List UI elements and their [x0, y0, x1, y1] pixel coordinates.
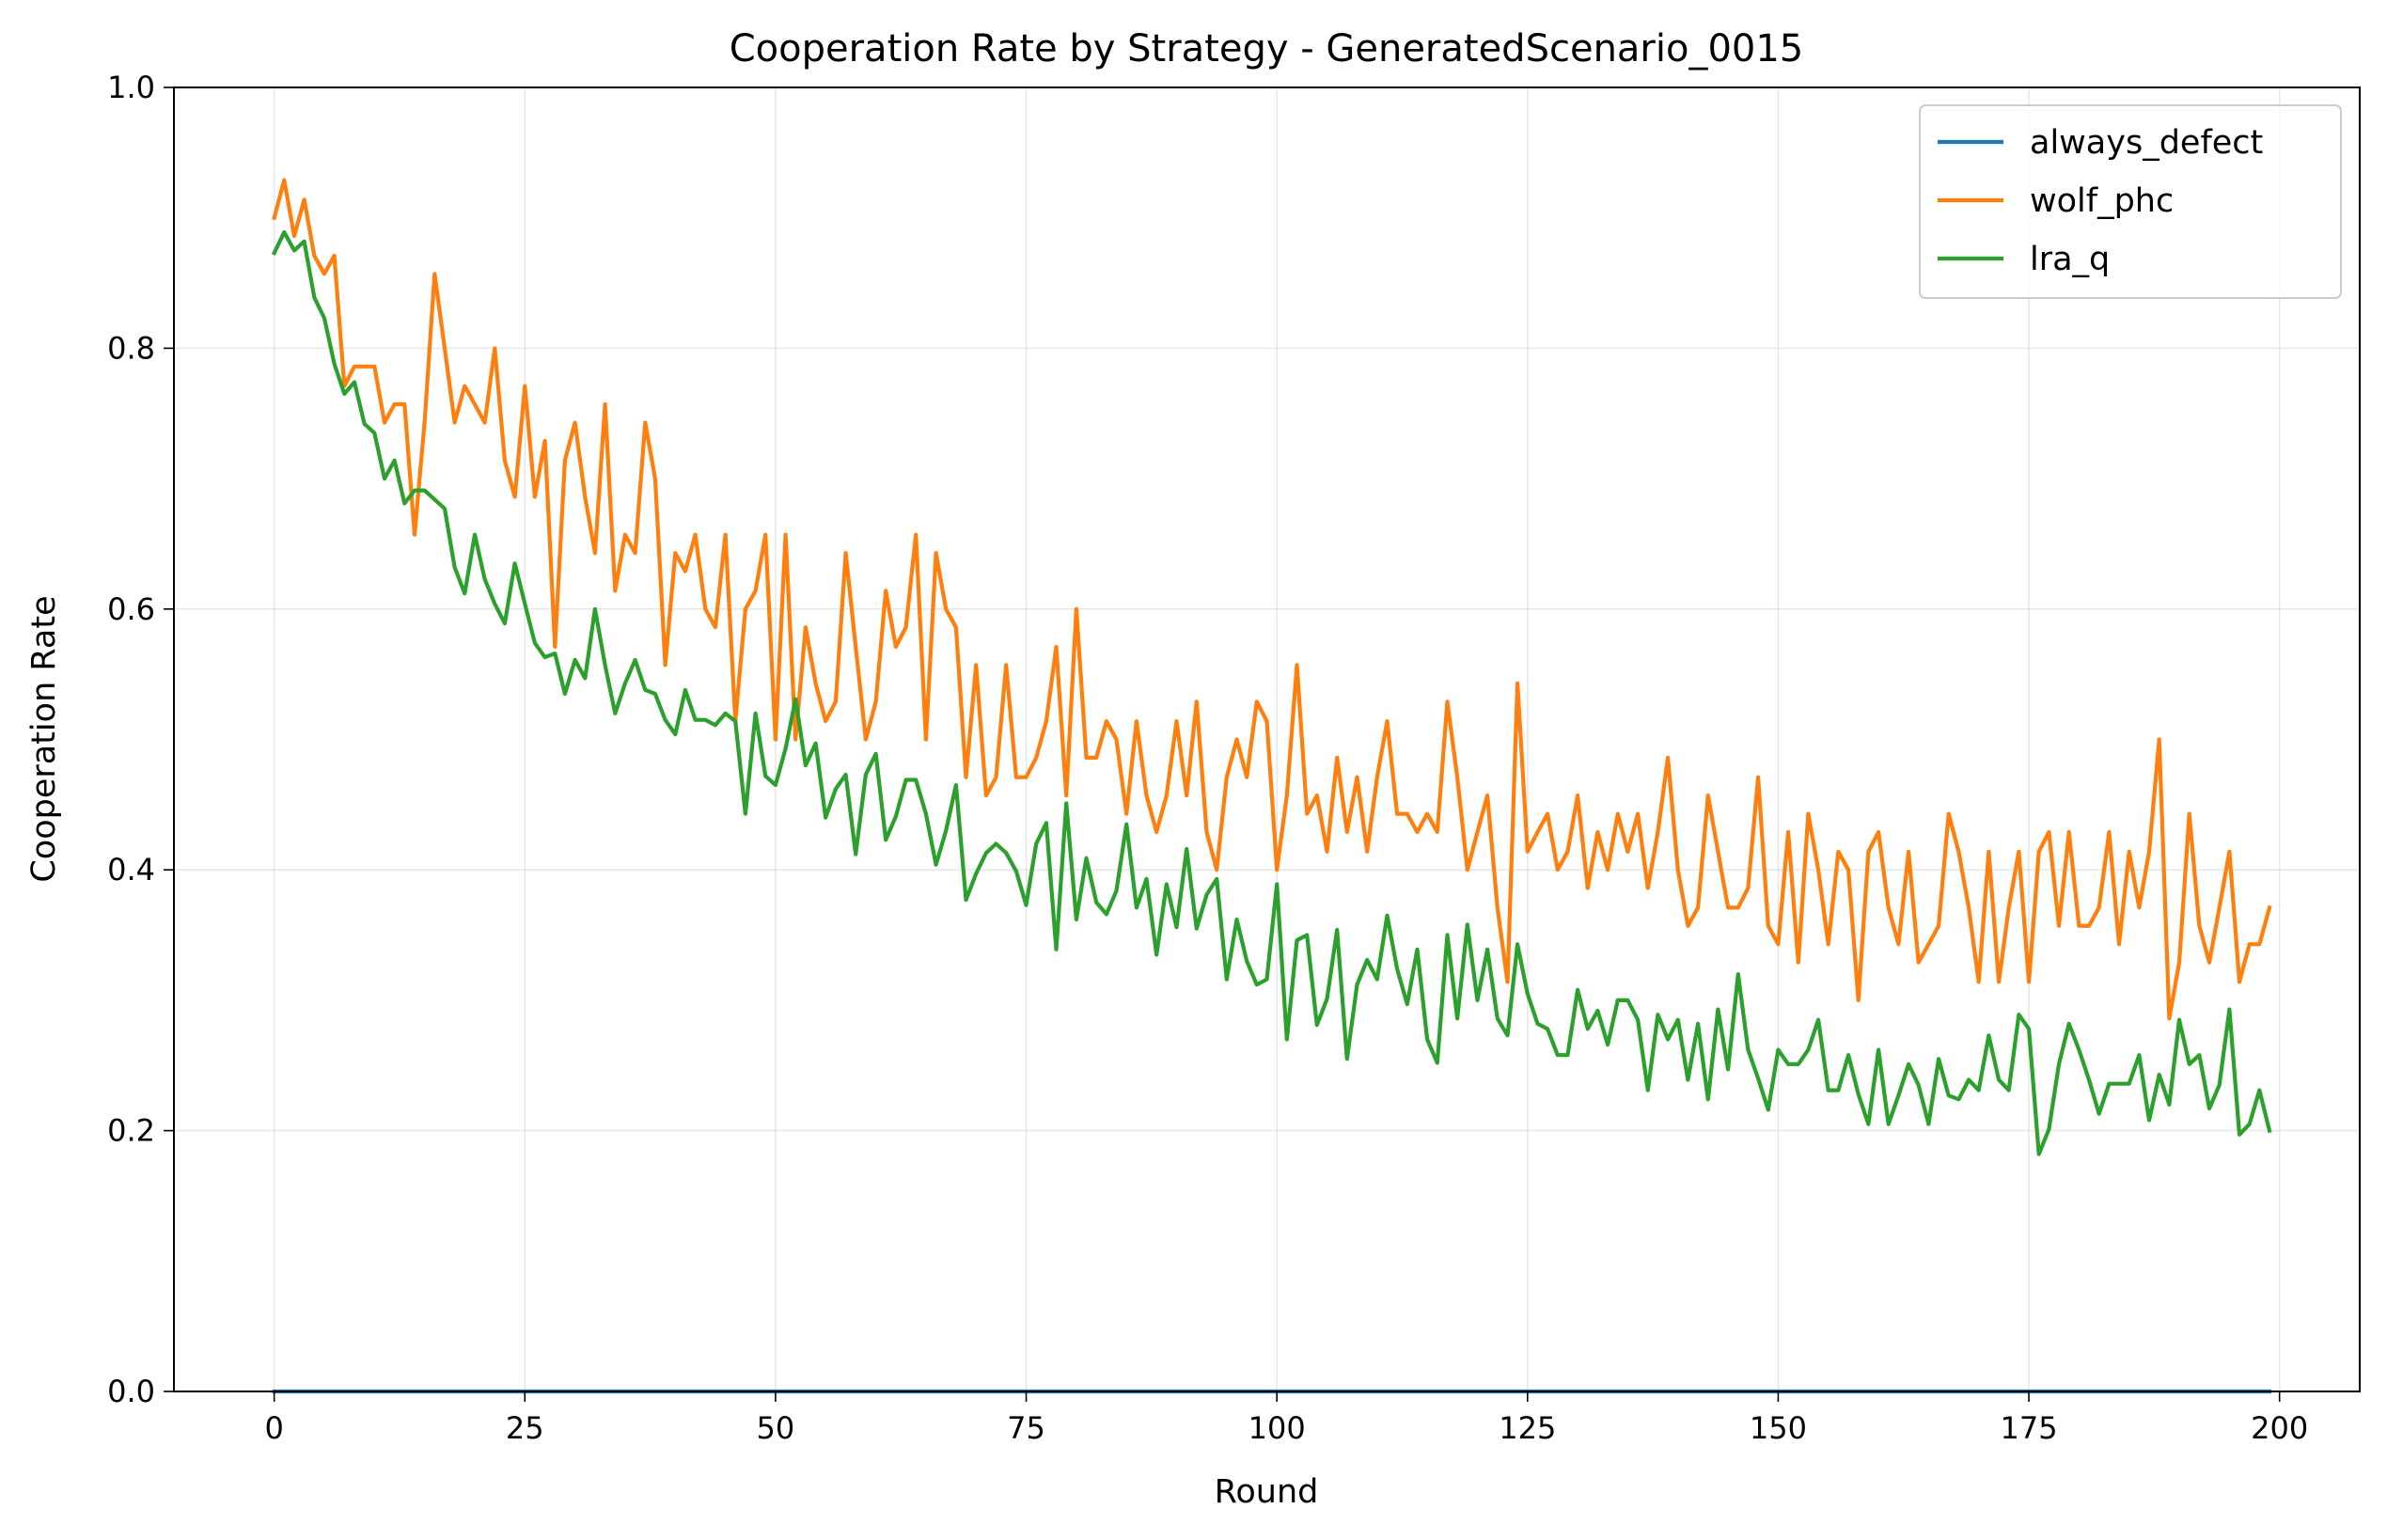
x-tick-label: 150	[1750, 1410, 1807, 1446]
x-tick-label: 0	[264, 1410, 283, 1446]
legend-label: wolf_phc	[2030, 182, 2174, 220]
y-tick-label: 0.8	[107, 330, 155, 366]
x-axis: 0 25 50 75 100 125 150 175 200	[264, 1391, 2308, 1446]
y-tick-label: 1.0	[107, 70, 155, 105]
legend-label: lra_q	[2030, 241, 2110, 278]
y-tick-label: 0.0	[107, 1374, 155, 1409]
plot-frame	[173, 86, 2361, 1392]
legend: always_defect wolf_phc lra_q	[1919, 104, 2342, 299]
x-tick-label: 50	[757, 1410, 795, 1446]
series-line-lra-q	[271, 229, 2272, 1156]
chart-title: Cooperation Rate by Strategy - Generated…	[730, 27, 1804, 71]
y-axis: 0.0 0.2 0.4 0.6 0.8 1.0	[107, 70, 174, 1409]
y-tick-label: 0.6	[107, 591, 155, 627]
y-axis-label: Cooperation Rate	[25, 595, 63, 882]
x-tick-label: 75	[1007, 1410, 1045, 1446]
x-tick-label: 25	[506, 1410, 544, 1446]
legend-box	[1919, 104, 2342, 299]
series-line-wolf-phc	[272, 178, 2272, 1021]
y-tick-label: 0.2	[107, 1113, 155, 1149]
x-axis-label: Round	[1215, 1473, 1319, 1511]
y-tick-label: 0.4	[107, 852, 155, 888]
legend-label: always_defect	[2030, 124, 2263, 162]
x-tick-label: 100	[1248, 1410, 1306, 1446]
x-tick-label: 125	[1499, 1410, 1556, 1446]
x-tick-label: 200	[2251, 1410, 2308, 1446]
x-tick-label: 175	[2001, 1410, 2058, 1446]
